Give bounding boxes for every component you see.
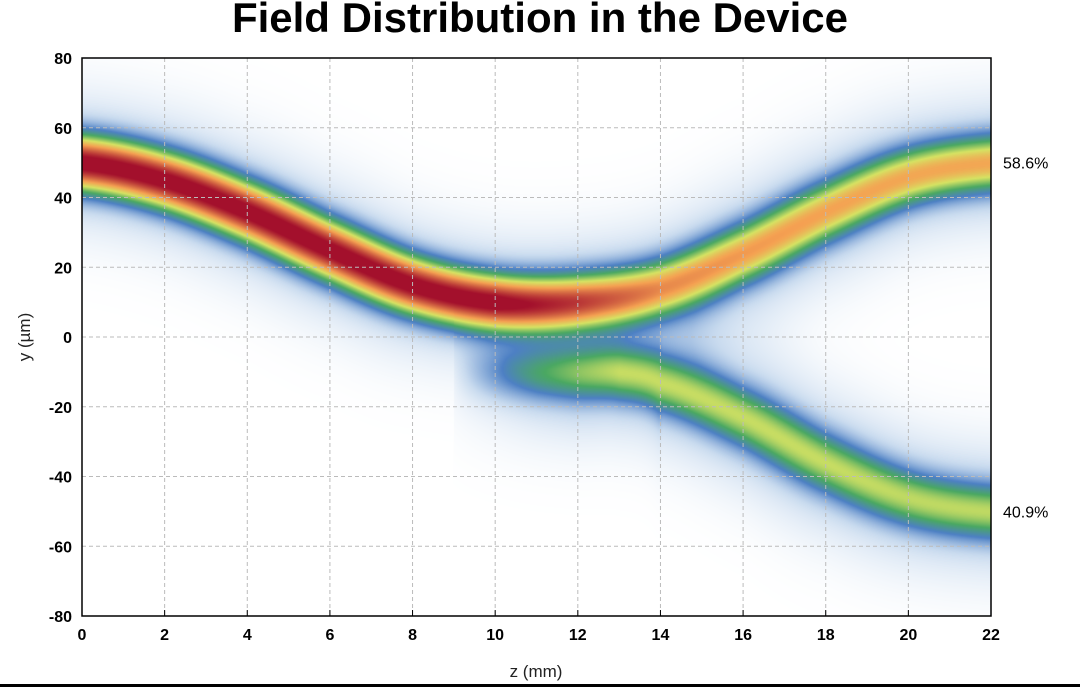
x-tick-label: 14 [652, 627, 670, 644]
x-axis-label: z (mm) [510, 662, 563, 681]
x-tick-label: 12 [569, 627, 587, 644]
y-tick-label: -60 [49, 539, 72, 556]
x-tick-label: 22 [982, 627, 1000, 644]
x-tick-label: 2 [160, 627, 169, 644]
y-tick-label: -20 [49, 400, 72, 417]
output-power-label: 58.6% [1003, 156, 1048, 173]
output-power-label: 40.9% [1003, 504, 1048, 521]
x-tick-label: 18 [817, 627, 835, 644]
x-tick-label: 16 [734, 627, 752, 644]
x-tick-label: 10 [486, 627, 504, 644]
y-tick-label: 80 [54, 51, 72, 68]
x-tick-label: 4 [243, 627, 252, 644]
x-tick-label: 20 [899, 627, 917, 644]
y-tick-label: 40 [54, 191, 72, 208]
x-tick-label: 8 [408, 627, 417, 644]
x-tick-label: 0 [78, 627, 87, 644]
y-tick-label: 60 [54, 121, 72, 138]
chart-title: Field Distribution in the Device [231, 0, 849, 41]
y-tick-label: -40 [49, 470, 72, 487]
x-tick-label: 6 [325, 627, 334, 644]
y-tick-label: 20 [54, 260, 72, 277]
bottom-border [0, 684, 1080, 687]
plot-frame [81, 57, 992, 617]
y-axis-label: y (µm) [15, 313, 34, 362]
y-tick-label: 0 [63, 330, 72, 347]
y-tick-label: -80 [49, 609, 72, 626]
